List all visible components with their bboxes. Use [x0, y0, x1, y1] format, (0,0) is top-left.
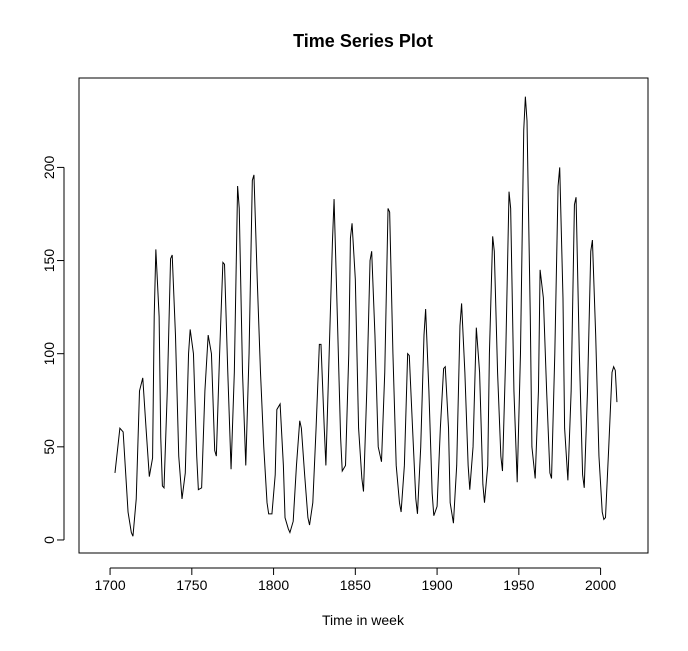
x-tick-label: 1850 [340, 577, 371, 593]
y-tick-label: 150 [41, 249, 57, 273]
x-tick-label: 1750 [176, 577, 207, 593]
y-tick-label: 100 [41, 342, 57, 366]
x-tick-label: 1950 [503, 577, 534, 593]
y-tick-label: 200 [41, 156, 57, 180]
y-tick-label: 50 [41, 439, 57, 455]
x-tick-label: 2000 [585, 577, 616, 593]
x-tick-label: 1700 [94, 577, 125, 593]
x-tick-label: 1900 [421, 577, 452, 593]
x-tick-label: 1800 [258, 577, 289, 593]
chart-title: Time Series Plot [293, 31, 433, 51]
x-axis-label: Time in week [322, 612, 405, 628]
y-tick-label: 0 [41, 536, 57, 544]
